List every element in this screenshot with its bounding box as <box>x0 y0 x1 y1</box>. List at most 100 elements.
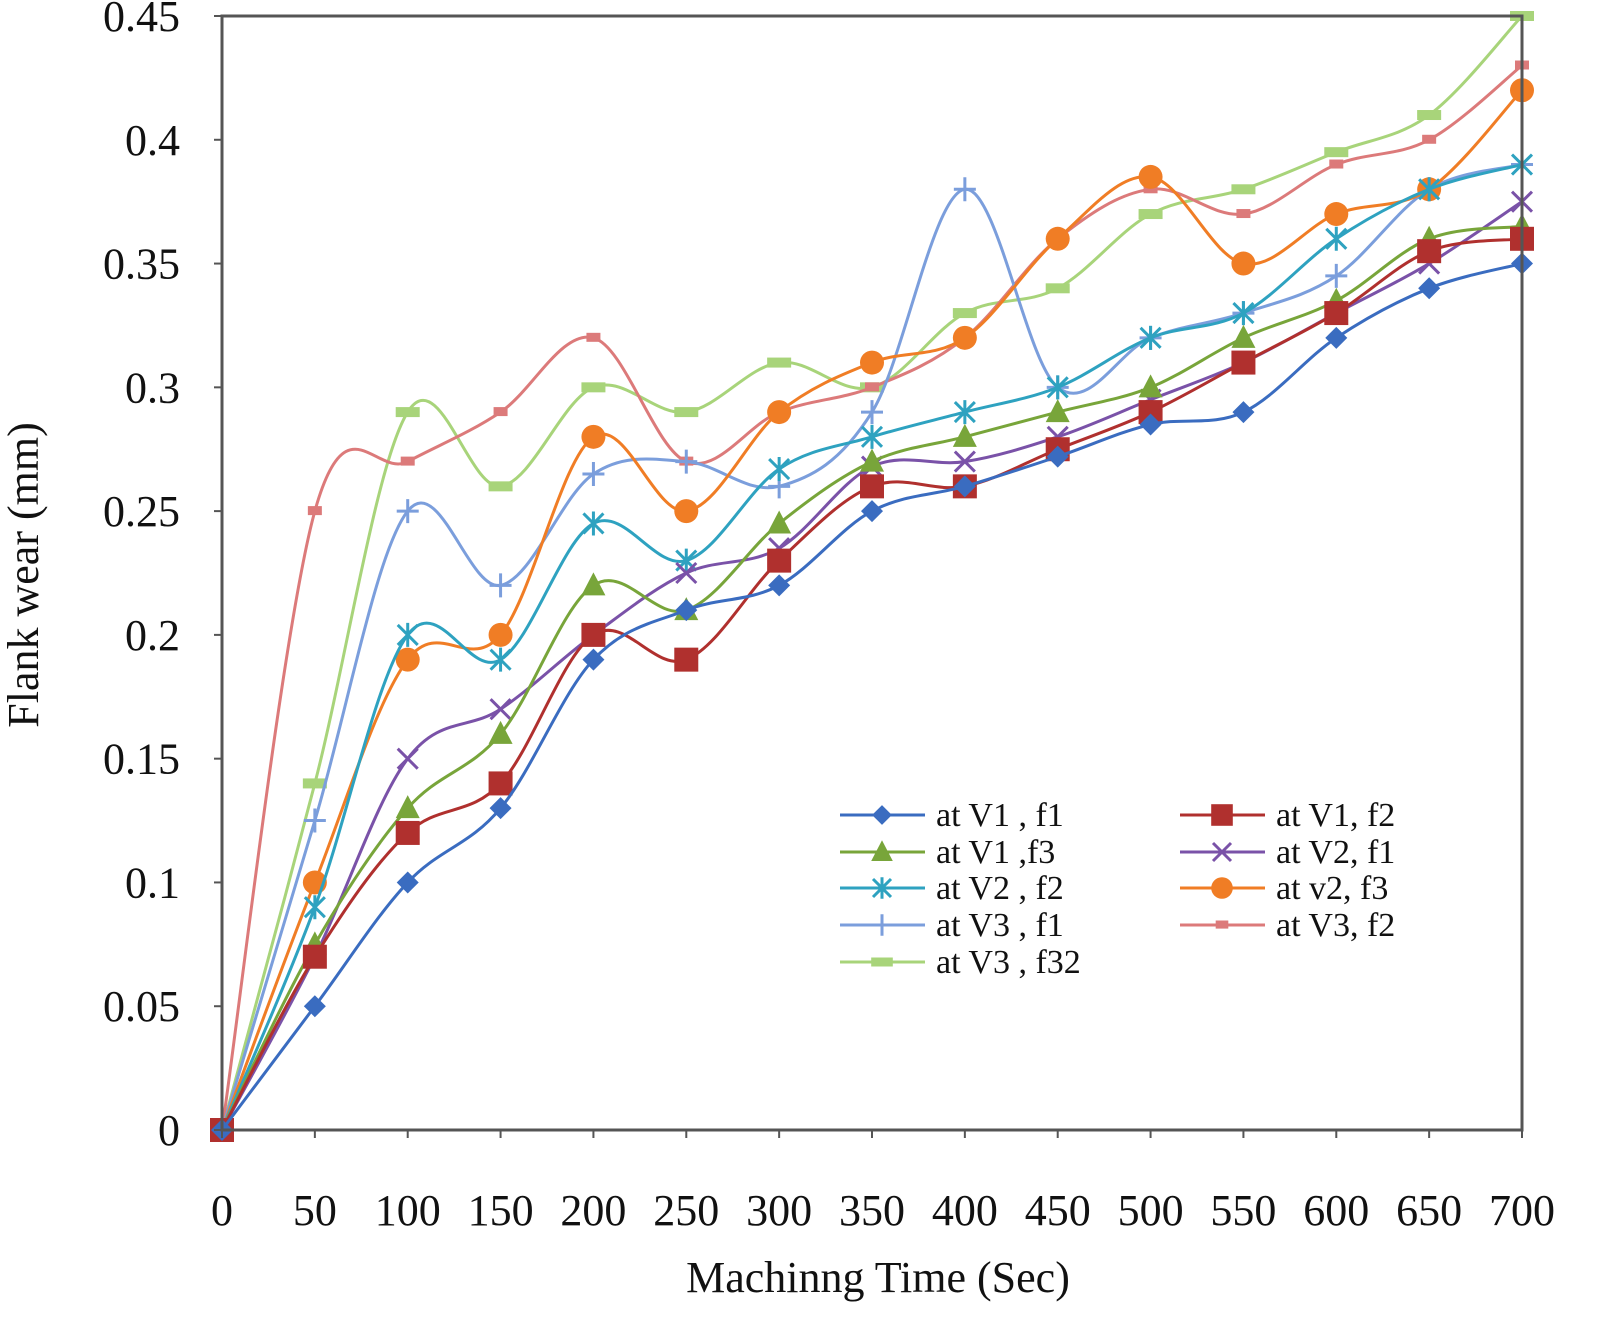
diamond-marker <box>1046 445 1069 468</box>
bar-marker <box>1231 184 1256 195</box>
x-marker <box>1211 841 1233 863</box>
diamond-marker <box>582 648 605 671</box>
star-marker <box>871 877 893 899</box>
x-tick-label: 500 <box>1118 1186 1184 1235</box>
y-tick-label: 0.1 <box>125 858 180 907</box>
triangle-marker <box>860 448 884 472</box>
legend-item: at V2, f1 <box>1180 834 1395 871</box>
legend-item: at V3 , f1 <box>840 907 1064 944</box>
legend-label: at V1 ,f3 <box>936 834 1055 871</box>
square-marker <box>1324 301 1349 326</box>
triangle-marker <box>1231 324 1256 348</box>
x-marker <box>953 450 976 473</box>
x-tick-label: 250 <box>653 1186 719 1235</box>
x-axis-title: Machinng Time (Sec) <box>686 1253 1070 1302</box>
circle-marker <box>1231 251 1256 276</box>
circle-marker <box>674 499 699 524</box>
diamond-marker <box>1418 277 1441 300</box>
square-marker <box>488 771 513 796</box>
dash-marker <box>307 506 322 516</box>
dash-marker <box>493 407 508 417</box>
series-at-v1-f1 <box>211 252 1533 1141</box>
x-marker <box>675 561 698 585</box>
triangle-marker <box>1138 374 1163 398</box>
legend-label: at V2, f1 <box>1276 834 1395 871</box>
legend-item: at V3 , f32 <box>840 944 1081 981</box>
square-marker <box>581 622 606 647</box>
legend-label: at V1 , f1 <box>936 797 1064 834</box>
circle-marker <box>1324 202 1349 227</box>
diamond-marker <box>675 599 698 622</box>
triangle-marker <box>871 840 893 861</box>
star-marker <box>396 622 419 647</box>
legend-item: at V1 ,f3 <box>840 834 1055 871</box>
plus-marker <box>953 177 976 202</box>
dash-marker <box>1422 134 1437 144</box>
y-axis-title: Flank wear (mm) <box>0 422 48 727</box>
dash-marker <box>400 456 415 466</box>
x-tick-label: 150 <box>468 1186 534 1235</box>
square-marker <box>302 944 327 969</box>
legend-item: at V1, f2 <box>1180 797 1395 834</box>
x-tick-label: 300 <box>746 1186 812 1235</box>
triangle-marker <box>488 720 513 744</box>
diamond-marker <box>872 805 892 825</box>
diamond-marker <box>396 871 419 894</box>
triangle-marker <box>395 795 420 819</box>
legend: at V1 , f1 at V1, f2 at V1 ,f3 at V2, f1 at … <box>840 797 1395 981</box>
triangle-marker <box>952 423 977 447</box>
star-marker <box>1418 177 1441 202</box>
x-tick-label: 350 <box>839 1186 905 1235</box>
y-tick-label: 0 <box>158 1106 180 1155</box>
x-marker <box>396 747 419 770</box>
series-line <box>220 262 1523 1131</box>
bar-marker <box>395 407 420 418</box>
x-tick-label: 50 <box>293 1186 337 1235</box>
y-tick-label: 0.3 <box>125 363 180 412</box>
bar-marker <box>1324 147 1349 158</box>
circle-marker <box>1045 226 1070 251</box>
x-tick-label: 650 <box>1396 1186 1462 1235</box>
dash-marker <box>865 382 879 392</box>
star-marker <box>303 895 326 920</box>
diamond-marker <box>1325 326 1348 349</box>
x-marker <box>489 698 512 721</box>
x-tick-label: 100 <box>375 1186 441 1235</box>
square-marker <box>1417 239 1442 264</box>
bar-marker <box>871 957 893 967</box>
x-tick-label: 450 <box>1025 1186 1091 1235</box>
x-tick-label: 700 <box>1489 1186 1555 1235</box>
star-marker <box>582 511 605 536</box>
square-marker <box>767 548 792 573</box>
square-marker <box>1231 350 1256 375</box>
series-line <box>220 64 1523 1131</box>
y-tick-label: 0.4 <box>125 116 180 165</box>
plus-marker <box>872 914 892 936</box>
legend-label: at V2 , f2 <box>936 870 1064 907</box>
bar-marker <box>952 308 977 319</box>
series-line <box>220 14 1524 1131</box>
star-marker <box>768 457 791 482</box>
star-marker <box>953 400 976 425</box>
diamond-marker <box>1139 413 1162 436</box>
x-tick-label: 550 <box>1210 1186 1276 1235</box>
dash-marker <box>1329 159 1344 169</box>
plus-marker <box>582 461 605 486</box>
dash-marker <box>586 332 601 342</box>
star-marker <box>1325 226 1348 251</box>
star-marker <box>1232 301 1255 326</box>
circle-marker <box>1211 877 1233 899</box>
y-tick-label: 0.15 <box>103 735 180 784</box>
y-tick-label: 0.2 <box>125 611 180 660</box>
circle-marker <box>1138 164 1163 189</box>
square-marker <box>674 647 699 672</box>
triangle-marker <box>581 572 606 596</box>
legend-item: at V1 , f1 <box>840 797 1064 834</box>
diamond-marker <box>768 574 791 597</box>
legend-label: at V1, f2 <box>1276 797 1395 834</box>
diamond-marker <box>861 500 883 523</box>
legend-item: at V3, f2 <box>1180 907 1395 944</box>
diamond-marker <box>1232 401 1255 424</box>
y-tick-label: 0.35 <box>103 240 180 289</box>
